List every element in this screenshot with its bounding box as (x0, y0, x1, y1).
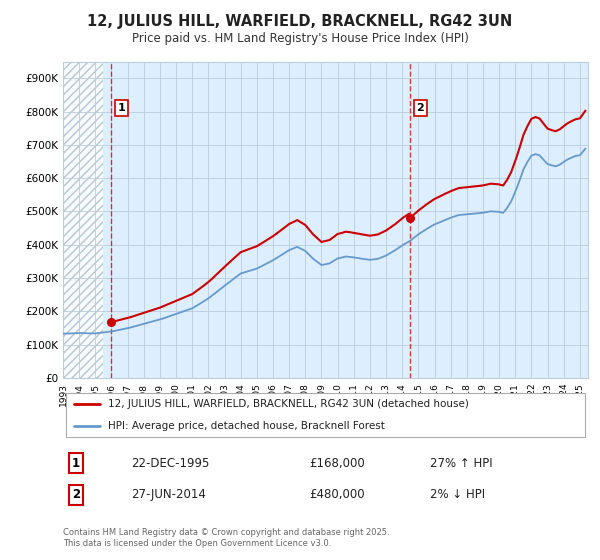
Text: Price paid vs. HM Land Registry's House Price Index (HPI): Price paid vs. HM Land Registry's House … (131, 32, 469, 45)
Text: 1: 1 (118, 103, 125, 113)
Text: £168,000: £168,000 (310, 456, 365, 470)
Text: 2% ↓ HPI: 2% ↓ HPI (431, 488, 485, 501)
Text: HPI: Average price, detached house, Bracknell Forest: HPI: Average price, detached house, Brac… (107, 421, 385, 431)
Text: Contains HM Land Registry data © Crown copyright and database right 2025.
This d: Contains HM Land Registry data © Crown c… (63, 528, 389, 548)
FancyBboxPatch shape (65, 393, 585, 437)
Bar (63, 62, 103, 378)
Text: 12, JULIUS HILL, WARFIELD, BRACKNELL, RG42 3UN: 12, JULIUS HILL, WARFIELD, BRACKNELL, RG… (88, 14, 512, 29)
Text: 27% ↑ HPI: 27% ↑ HPI (431, 456, 493, 470)
Text: 1: 1 (72, 456, 80, 470)
Text: 2: 2 (72, 488, 80, 501)
Text: 2: 2 (416, 103, 424, 113)
Text: £480,000: £480,000 (310, 488, 365, 501)
Text: 27-JUN-2014: 27-JUN-2014 (131, 488, 206, 501)
Text: 22-DEC-1995: 22-DEC-1995 (131, 456, 209, 470)
Text: 12, JULIUS HILL, WARFIELD, BRACKNELL, RG42 3UN (detached house): 12, JULIUS HILL, WARFIELD, BRACKNELL, RG… (107, 399, 469, 409)
